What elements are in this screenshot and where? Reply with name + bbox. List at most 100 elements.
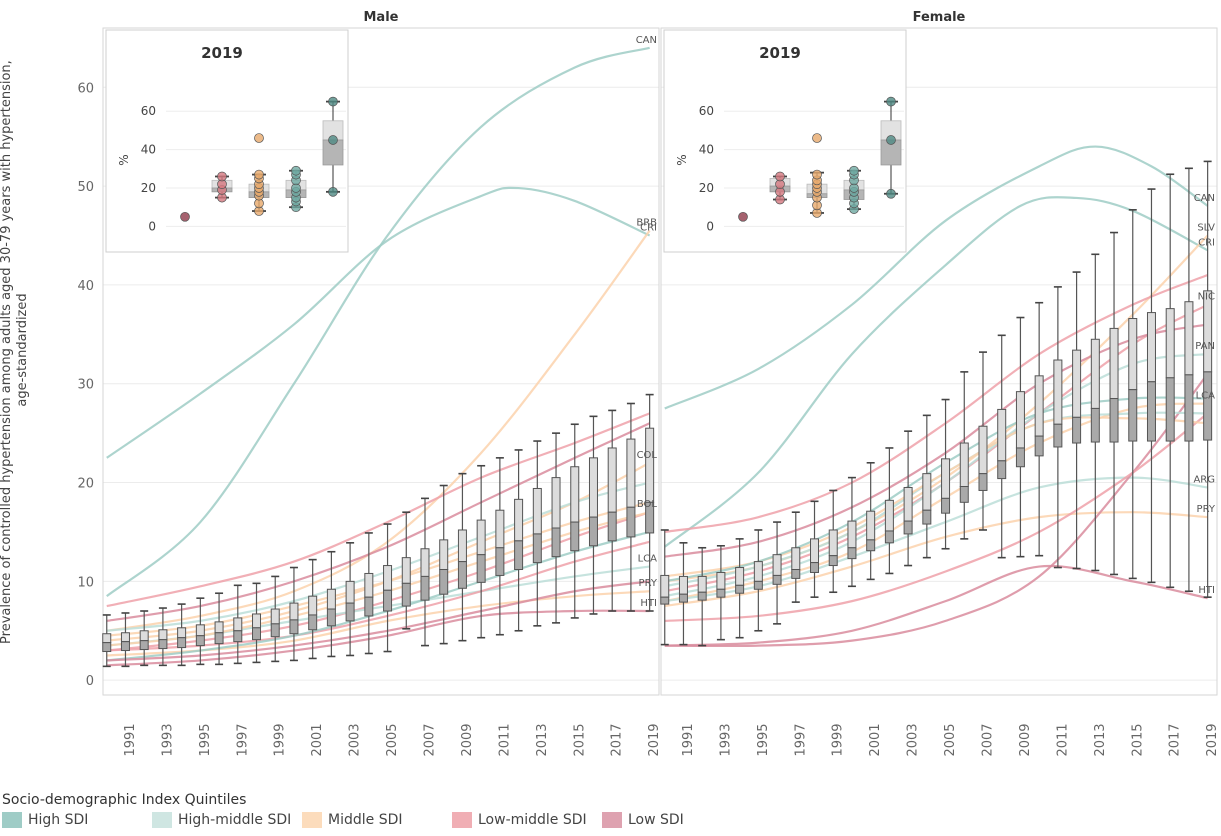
box-upper	[457, 529, 467, 563]
box-upper	[588, 457, 598, 518]
box-upper	[1053, 359, 1063, 425]
box-upper	[1015, 391, 1025, 449]
x-tick-label: 1997	[793, 723, 808, 756]
box-upper	[735, 567, 745, 586]
country-line	[106, 412, 651, 608]
box-lower	[532, 533, 542, 564]
inset-point	[738, 211, 748, 222]
x-tick-label: 1999	[831, 723, 846, 756]
legend-title: Socio-demographic Index Quintiles	[2, 792, 247, 808]
country-label-pan: PAN	[1195, 341, 1215, 352]
inset-point	[812, 133, 822, 143]
box-upper	[214, 621, 224, 634]
box-lower	[791, 569, 801, 579]
country-label-col: COL	[637, 450, 658, 461]
box-lower	[978, 473, 988, 491]
box-upper	[195, 624, 205, 637]
box-lower	[772, 574, 782, 585]
country-label-lca: LCA	[1196, 390, 1216, 401]
country-label-cri: CRI	[640, 223, 657, 234]
x-tick-label: 2007	[980, 723, 995, 756]
box-lower	[1090, 407, 1100, 443]
country-label-bol: BOL	[637, 499, 658, 510]
box-upper	[495, 509, 505, 549]
inset-y-tick: 40	[141, 143, 156, 157]
box-lower	[102, 642, 112, 653]
y-tick-label: 50	[77, 180, 94, 195]
box-lower	[1109, 398, 1119, 443]
country-label-brb: BRB	[636, 218, 657, 229]
box-lower	[1128, 389, 1138, 442]
legend-swatch	[152, 812, 172, 828]
box-upper	[678, 575, 688, 595]
x-tick-label: 2019	[1205, 723, 1220, 756]
box-upper	[158, 629, 168, 641]
x-tick-label: 1999	[273, 723, 288, 756]
box-upper	[551, 477, 561, 529]
country-line-lca	[664, 402, 1208, 603]
box-lower	[270, 623, 280, 638]
x-tick-label: 2013	[535, 723, 550, 756]
box-lower	[678, 593, 688, 603]
box-upper	[697, 575, 707, 593]
box-upper	[120, 632, 130, 643]
box-lower	[645, 501, 655, 534]
country-label-can: CAN	[1194, 193, 1215, 204]
box-upper	[903, 486, 913, 522]
x-tick-label: 2015	[572, 723, 587, 756]
inset-point	[849, 165, 859, 176]
box-upper	[716, 571, 726, 590]
legend-items: High SDI High-middle SDI Middle SDI Low-mid…	[2, 812, 762, 828]
legend-item: Low-middle SDI	[452, 812, 602, 828]
inset-y-label: %	[117, 154, 131, 165]
inset-point	[775, 171, 785, 182]
box-lower	[959, 486, 969, 503]
panel-title-female: Female	[913, 10, 966, 25]
inset-y-tick: 20	[141, 181, 156, 195]
box-upper	[420, 548, 430, 577]
country-line-nic	[664, 303, 1209, 593]
box-lower	[1203, 371, 1213, 441]
box-upper	[828, 529, 838, 557]
inset-y-tick: 0	[706, 219, 714, 233]
box-upper	[1146, 312, 1156, 383]
box-lower	[158, 639, 168, 650]
country-line	[106, 501, 650, 637]
legend-item: Middle SDI	[302, 812, 452, 828]
inset-point	[217, 171, 227, 182]
box-upper	[810, 538, 820, 564]
inset-title: 2019	[201, 44, 243, 62]
box-lower	[120, 641, 130, 652]
box-upper	[660, 574, 670, 598]
box-lower	[383, 589, 393, 612]
box-upper	[252, 613, 262, 629]
country-line-pan	[664, 352, 1208, 598]
box-upper	[570, 466, 580, 523]
box-lower	[941, 497, 951, 514]
box-upper	[941, 458, 951, 499]
box-lower	[570, 521, 580, 552]
box-upper	[270, 608, 280, 625]
x-tick-label: 2019	[647, 723, 662, 756]
box-lower	[588, 516, 598, 547]
x-tick-label: 1993	[160, 723, 175, 756]
box-upper	[233, 617, 243, 632]
x-tick-label: 2007	[422, 723, 437, 756]
legend-swatch	[302, 812, 322, 828]
legend-label: High-middle SDI	[178, 812, 292, 828]
box-upper	[364, 572, 374, 598]
box-lower	[997, 460, 1007, 480]
box-lower	[810, 562, 820, 573]
legend-swatch	[452, 812, 472, 828]
x-tick-label: 2017	[1168, 723, 1183, 756]
x-tick-label: 2005	[385, 723, 400, 756]
country-line-can	[106, 46, 650, 598]
legend-item: High SDI	[2, 812, 152, 828]
panel-frame	[660, 27, 1218, 696]
box-lower	[1053, 423, 1063, 448]
x-tick-label: 1997	[235, 723, 250, 756]
box-upper	[884, 499, 894, 532]
x-tick-label: 1991	[681, 723, 696, 756]
box-lower	[660, 596, 670, 605]
